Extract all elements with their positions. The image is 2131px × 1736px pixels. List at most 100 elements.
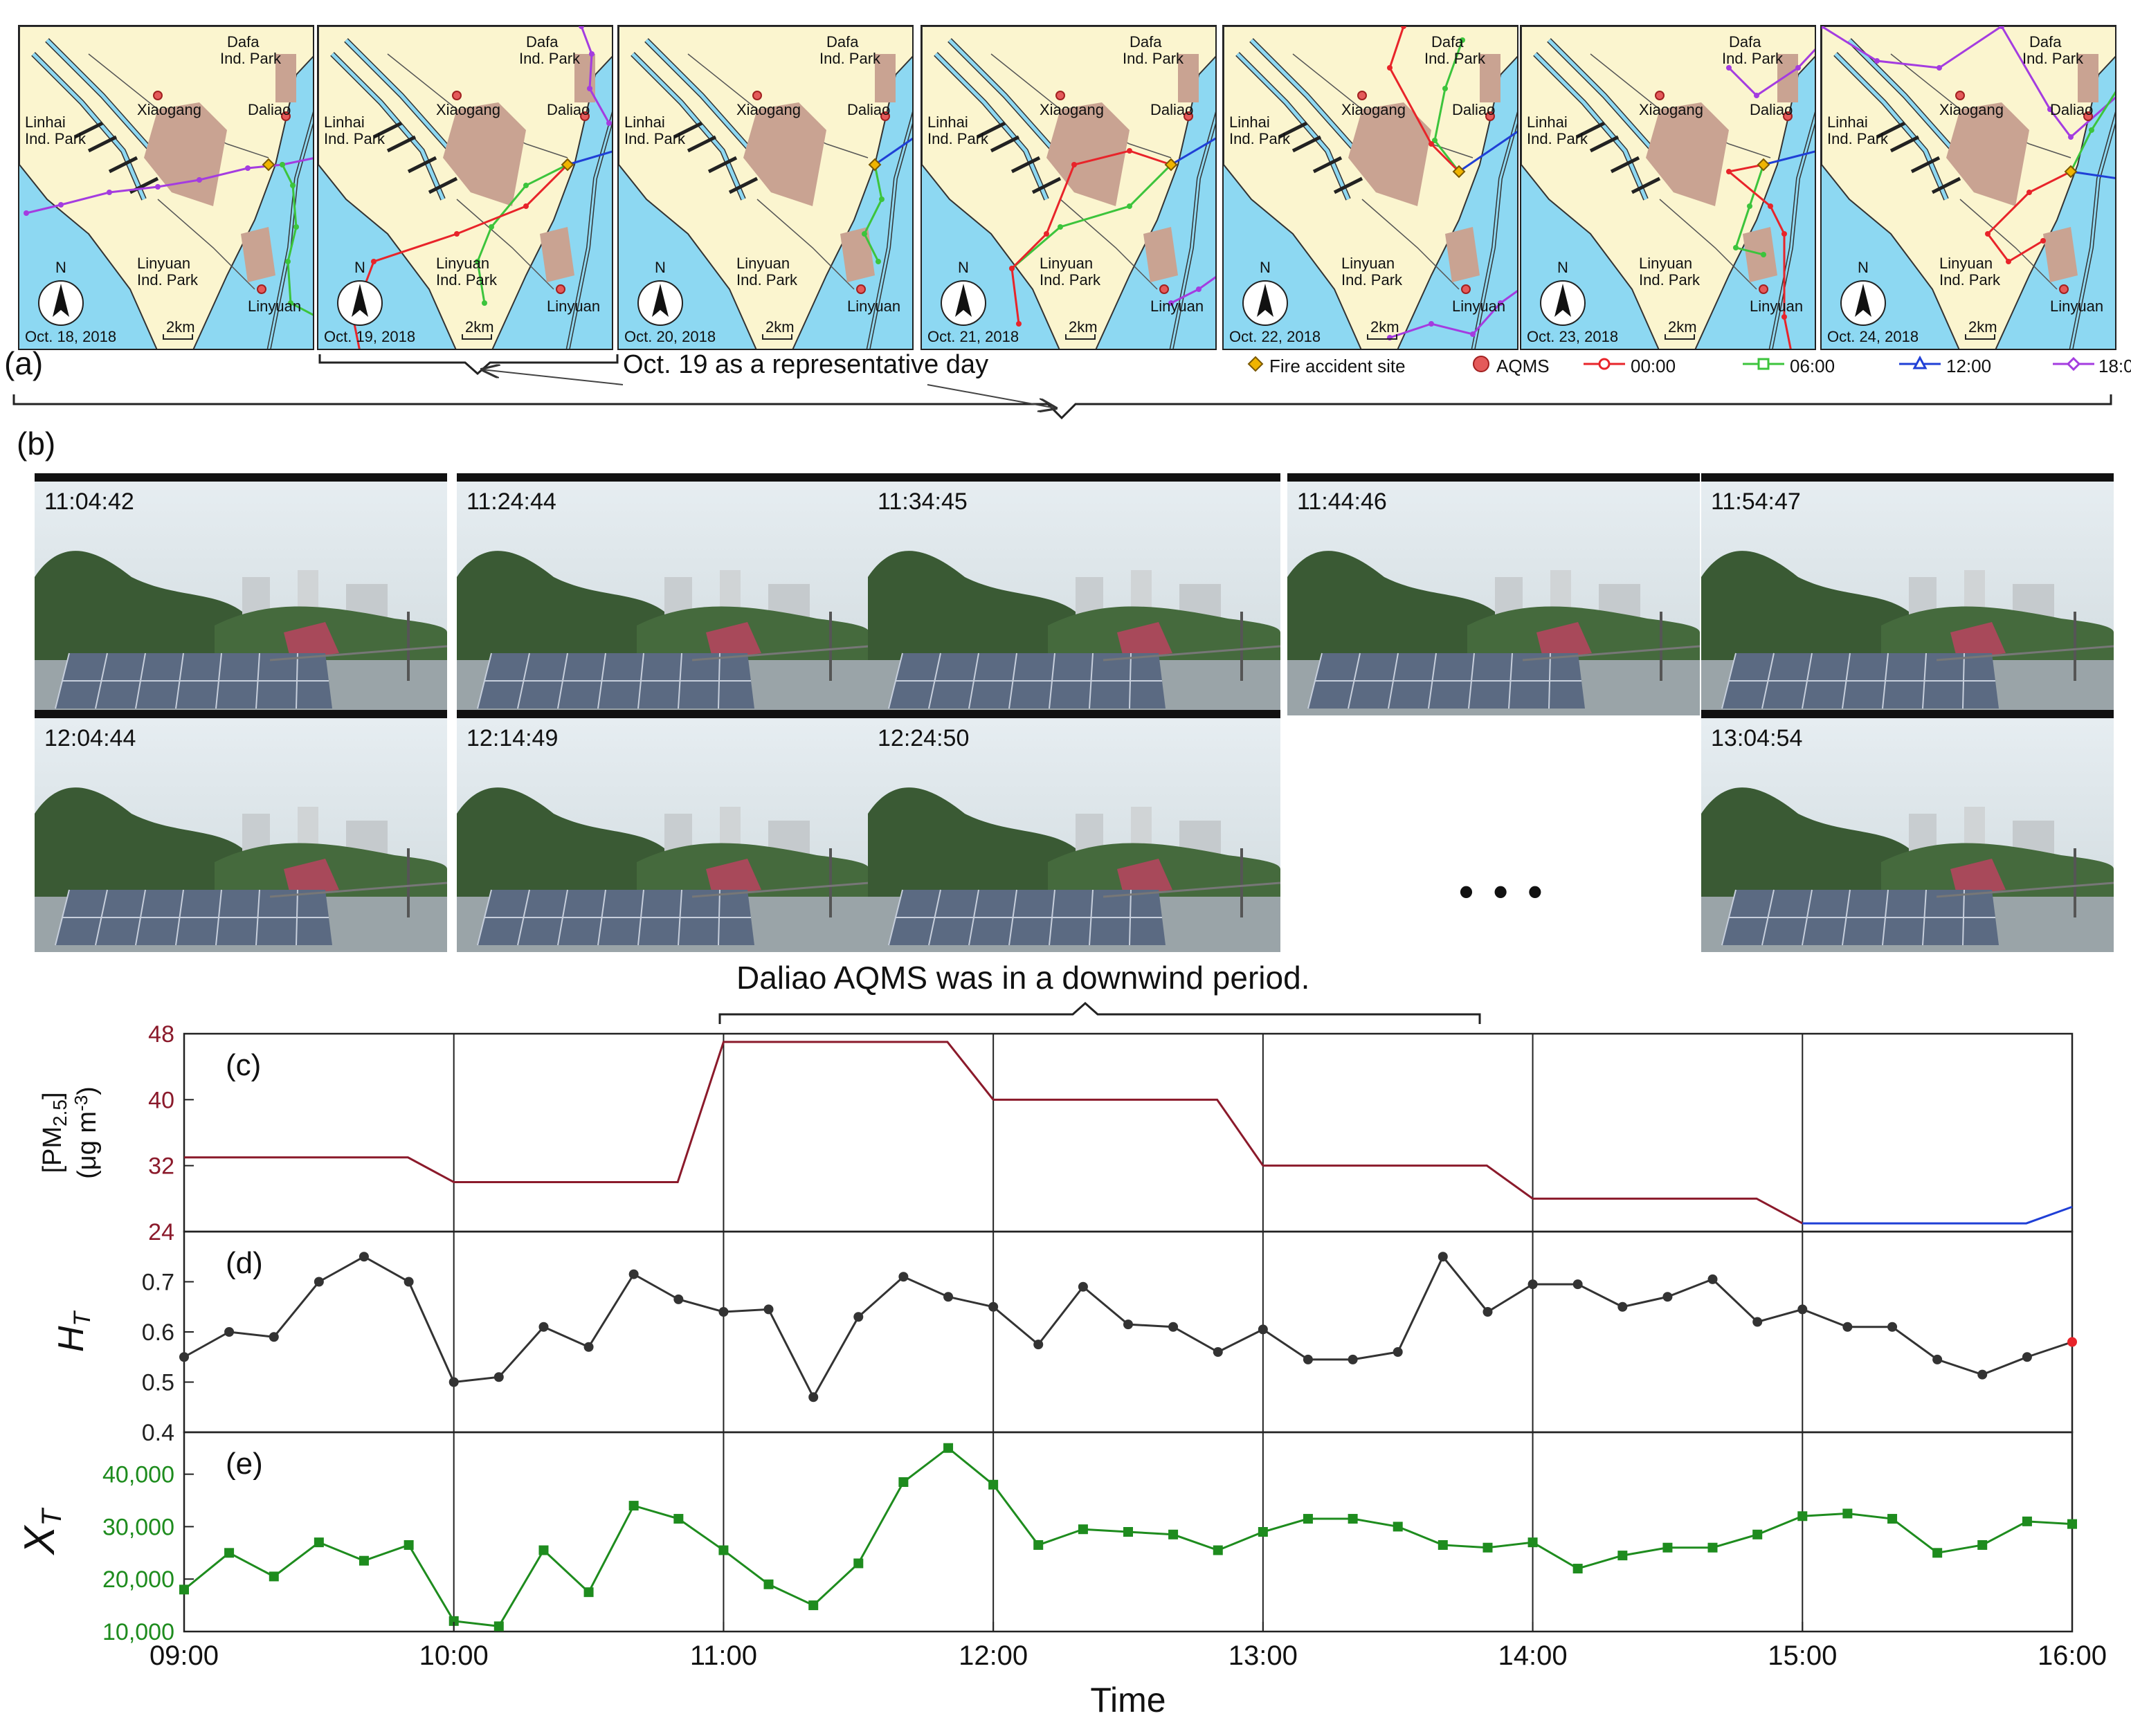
plot-frame: [183, 1032, 2074, 1233]
y-tick-label: 30,000: [102, 1514, 174, 1540]
ht-point: [448, 1377, 459, 1387]
ht-point: [808, 1392, 819, 1402]
aqms-marker: [1655, 91, 1665, 100]
map-scale: 2km: [765, 318, 795, 336]
trajectory-12: [1458, 130, 1517, 173]
legend-00-label: 00:00: [1631, 356, 1676, 376]
xt-point: [2022, 1516, 2032, 1526]
xt-point: [1527, 1537, 1538, 1548]
y-axis-unit: (μg m-3): [71, 1086, 102, 1179]
xt-point: [673, 1514, 684, 1524]
xiaogang-park: [743, 102, 826, 206]
dafa-park: [275, 54, 296, 102]
scale-bar: [462, 334, 492, 340]
label-xiaogang: Xiaogang: [436, 101, 500, 118]
trajectory-map: Dafa Ind. Park Linhai Ind. Park Xiaogang Dali…: [317, 25, 613, 350]
photo-timestamp: 11:44:46: [1297, 488, 1387, 515]
xt-point: [1168, 1529, 1179, 1539]
xt-point: [718, 1545, 729, 1555]
x-tick-label: 10:00: [419, 1641, 489, 1671]
label-xiaogang: Xiaogang: [1040, 101, 1104, 118]
aqms-marker: [1461, 284, 1471, 294]
label-xiaogang: Xiaogang: [1639, 101, 1703, 118]
xt-point: [583, 1587, 594, 1598]
trajectory-12: [2070, 170, 2115, 179]
scale-bar: [1065, 334, 1096, 340]
trajectory-map: Dafa Ind. Park Linhai Ind. Park Xiaogang Dali…: [617, 25, 914, 350]
label-linhai: Linhai: [324, 113, 365, 131]
ht-point: [314, 1277, 324, 1287]
trajectory-map: Dafa Ind. Park Linhai Ind. Park Xiaogang Dali…: [1222, 25, 1518, 350]
photo-timestamp: 11:24:44: [466, 488, 556, 515]
land-area: [1521, 26, 1815, 349]
y-tick-label: 0.4: [142, 1420, 174, 1446]
legend-00-marker: [1598, 358, 1611, 370]
aqms-marker: [1485, 111, 1495, 121]
label-north: N: [1260, 259, 1271, 276]
land-area: [19, 26, 313, 349]
photo-header-bar: [35, 473, 447, 482]
map-scale: 2km: [1668, 318, 1697, 336]
label-linyuan-park-2: Ind. Park: [1639, 271, 1701, 289]
trajectory-map: Dafa Ind. Park Linhai Ind. Park Xiaogang Dali…: [921, 25, 1217, 350]
label-north: N: [655, 259, 666, 276]
map-scale: 2km: [1370, 318, 1399, 336]
panel-label: (c): [226, 1048, 261, 1082]
xt-point: [1303, 1514, 1313, 1524]
xt-point: [1617, 1551, 1628, 1561]
aqms-marker: [1759, 284, 1768, 294]
xiaogang-park: [443, 102, 526, 206]
ht-point: [1977, 1369, 1988, 1380]
trajectory-06: [1734, 164, 1765, 256]
dafa-park: [875, 54, 896, 102]
y-axis-label: [PM2.5]: [38, 1092, 71, 1173]
fire-site-marker: [262, 158, 275, 172]
label-linyuan-park: Linyuan: [1040, 255, 1094, 272]
label-dafa: Dafa: [1130, 33, 1162, 51]
label-dafa: Dafa: [826, 33, 859, 51]
ht-point: [1348, 1354, 1358, 1364]
ht-point: [718, 1307, 729, 1317]
ht-point: [2022, 1352, 2032, 1362]
label-linyuan-park-2: Ind. Park: [1939, 271, 2001, 289]
downwind-bracket: [718, 1001, 1481, 1024]
land-area: [922, 26, 1215, 349]
land-area: [1224, 26, 1517, 349]
trajectory-06: [1011, 163, 1172, 270]
xiaogang-park: [1348, 102, 1431, 206]
x-tick-label: 11:00: [690, 1641, 757, 1671]
y-axis-label: HT: [51, 1310, 96, 1353]
xt-point: [988, 1479, 999, 1490]
legend-06-marker: [1757, 358, 1770, 370]
legend-18-marker: [2066, 356, 2081, 372]
map-date: Oct. 23, 2018: [1527, 328, 1619, 345]
label-linyuan-park: Linyuan: [1939, 255, 1993, 272]
xt-point: [359, 1555, 369, 1566]
label-linhai: Linhai: [1229, 113, 1270, 131]
ht-point: [1887, 1322, 1898, 1332]
ht-point: [853, 1312, 864, 1322]
dafa-park: [1178, 54, 1199, 102]
label-linyuan: Linyuan: [1750, 298, 1804, 315]
x-axis-label: Time: [1090, 1681, 1166, 1719]
label-linyuan: Linyuan: [248, 298, 302, 315]
label-linhai-park: Ind. Park: [624, 130, 686, 147]
photo-header-bar: [868, 710, 1280, 718]
label-dafa: Dafa: [1431, 33, 1464, 51]
camera-photo: 12:24:50: [868, 710, 1280, 952]
trees-left: [457, 551, 664, 674]
dafa-park: [1777, 54, 1798, 102]
ht-point: [269, 1332, 279, 1342]
label-daliao: Daliao: [547, 101, 590, 118]
map-scale: 2km: [166, 318, 195, 336]
label-daliao: Daliao: [248, 101, 291, 118]
trees-left: [35, 787, 242, 911]
aqms-marker: [2059, 284, 2069, 294]
aqms-legend-marker: [1473, 356, 1489, 372]
ht-point: [1527, 1279, 1538, 1290]
map-date: Oct. 21, 2018: [927, 328, 1019, 345]
scale-bar: [1367, 334, 1397, 340]
xt-point: [2067, 1519, 2077, 1529]
camera-photo: 12:04:44: [35, 710, 447, 952]
ht-point: [943, 1292, 954, 1302]
